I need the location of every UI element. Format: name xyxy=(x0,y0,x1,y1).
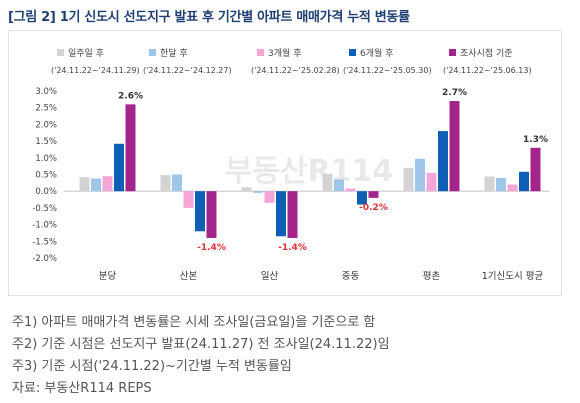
bar xyxy=(287,191,298,238)
watermark-text: 부동산R114 xyxy=(225,154,394,189)
footnote-2: 주2) 기준 시점은 선도지구 발표(24.11.27) 전 조사일(24.11… xyxy=(12,337,390,352)
page-title: [그림 2] 1기 신도시 선도지구 발표 후 기간별 아파트 매매가격 누적 … xyxy=(8,10,410,25)
footnote-1: 주1) 아파트 매매가격 변동률은 시세 조사일(금요일)을 기준으로 함 xyxy=(12,315,376,330)
data-label: 1.3% xyxy=(523,135,548,145)
bar xyxy=(114,143,124,192)
legend-period: ('24.11.22~'24.11.29) xyxy=(51,66,140,75)
legend-label: 조사시점 기준 xyxy=(460,47,513,59)
bar xyxy=(183,191,194,208)
x-category-label: 분당 xyxy=(99,271,117,282)
bar xyxy=(426,172,437,192)
data-label: 2.6% xyxy=(118,91,143,101)
y-tick-label: -1.5% xyxy=(32,237,57,247)
legend-label: 한달 후 xyxy=(160,47,188,59)
bar xyxy=(449,101,460,192)
legend-label: 3개월 후 xyxy=(268,47,301,59)
data-label: 2.7% xyxy=(442,88,467,98)
data-label: -0.2% xyxy=(359,203,388,213)
y-tick-label: -1.0% xyxy=(32,221,57,231)
bar xyxy=(496,177,506,192)
bar xyxy=(79,177,90,192)
bar xyxy=(241,187,252,192)
data-label: -1.4% xyxy=(197,243,226,253)
legend-period: ('24.11.22~'25.02.28) xyxy=(251,66,340,75)
legend-period: ('24.11.22~'25.06.13) xyxy=(443,66,532,75)
x-category-label: 중동 xyxy=(342,271,360,282)
bar xyxy=(253,191,263,193)
x-category-label: 1기신도시 평균 xyxy=(482,271,544,282)
bar xyxy=(368,191,379,198)
y-tick-label: 1.0% xyxy=(35,154,57,164)
bar xyxy=(484,176,495,192)
bar xyxy=(102,176,113,192)
source-note: 자료: 부동산R114 REPS xyxy=(12,381,152,396)
legend-period: ('24.11.22~'24.12.27) xyxy=(143,66,232,75)
bar xyxy=(172,174,182,192)
y-tick-label: 0.5% xyxy=(35,171,57,181)
bar xyxy=(438,131,448,192)
y-tick-label: 0.0% xyxy=(35,187,57,197)
bar xyxy=(160,175,171,192)
bar xyxy=(125,104,136,192)
bar xyxy=(195,191,205,232)
y-tick-label: 2.0% xyxy=(35,120,57,130)
y-tick-label: 2.5% xyxy=(35,104,57,114)
y-tick-label: -2.0% xyxy=(32,254,57,264)
x-category-label: 평촌 xyxy=(423,271,441,282)
y-tick-label: 3.0% xyxy=(35,87,57,97)
bar xyxy=(530,147,541,192)
bar xyxy=(334,179,344,192)
legend-swatch xyxy=(257,49,264,56)
x-category-label: 일산 xyxy=(261,271,279,282)
data-label: -1.4% xyxy=(278,243,307,253)
legend-swatch xyxy=(57,49,64,56)
x-category-label: 산본 xyxy=(180,271,198,282)
y-tick-label: 1.5% xyxy=(35,137,57,147)
bar xyxy=(519,171,529,192)
chart-frame: 부동산R114 일주일 후 ('24.11.22~'24.11.29) 한달 후 ('2… xyxy=(8,30,562,296)
bar xyxy=(415,158,425,192)
footnotes: 주1) 아파트 매매가격 변동률은 시세 조사일(금요일)을 기준으로 함 주2… xyxy=(12,312,390,400)
footnote-3: 주3) 기준 시점('24.11.22)~기간별 누적 변동률임 xyxy=(12,359,292,374)
legend-swatch xyxy=(449,49,456,56)
bar xyxy=(276,191,286,237)
bar xyxy=(264,191,275,203)
y-tick-label: -0.5% xyxy=(32,204,57,214)
bar xyxy=(322,173,333,192)
legend-label: 6개월 후 xyxy=(360,47,393,59)
bar xyxy=(507,184,518,192)
legend-swatch xyxy=(149,49,156,56)
legend-period: ('24.11.22~'25.05.30) xyxy=(343,66,432,75)
bar xyxy=(206,191,217,238)
bar-chart: 부동산R114 일주일 후 ('24.11.22~'24.11.29) 한달 후 ('2… xyxy=(32,47,549,282)
legend-label: 일주일 후 xyxy=(68,48,104,59)
bar xyxy=(345,188,356,192)
bar xyxy=(403,167,414,192)
bar xyxy=(91,178,101,192)
legend-swatch xyxy=(349,49,356,56)
bar xyxy=(357,191,367,205)
